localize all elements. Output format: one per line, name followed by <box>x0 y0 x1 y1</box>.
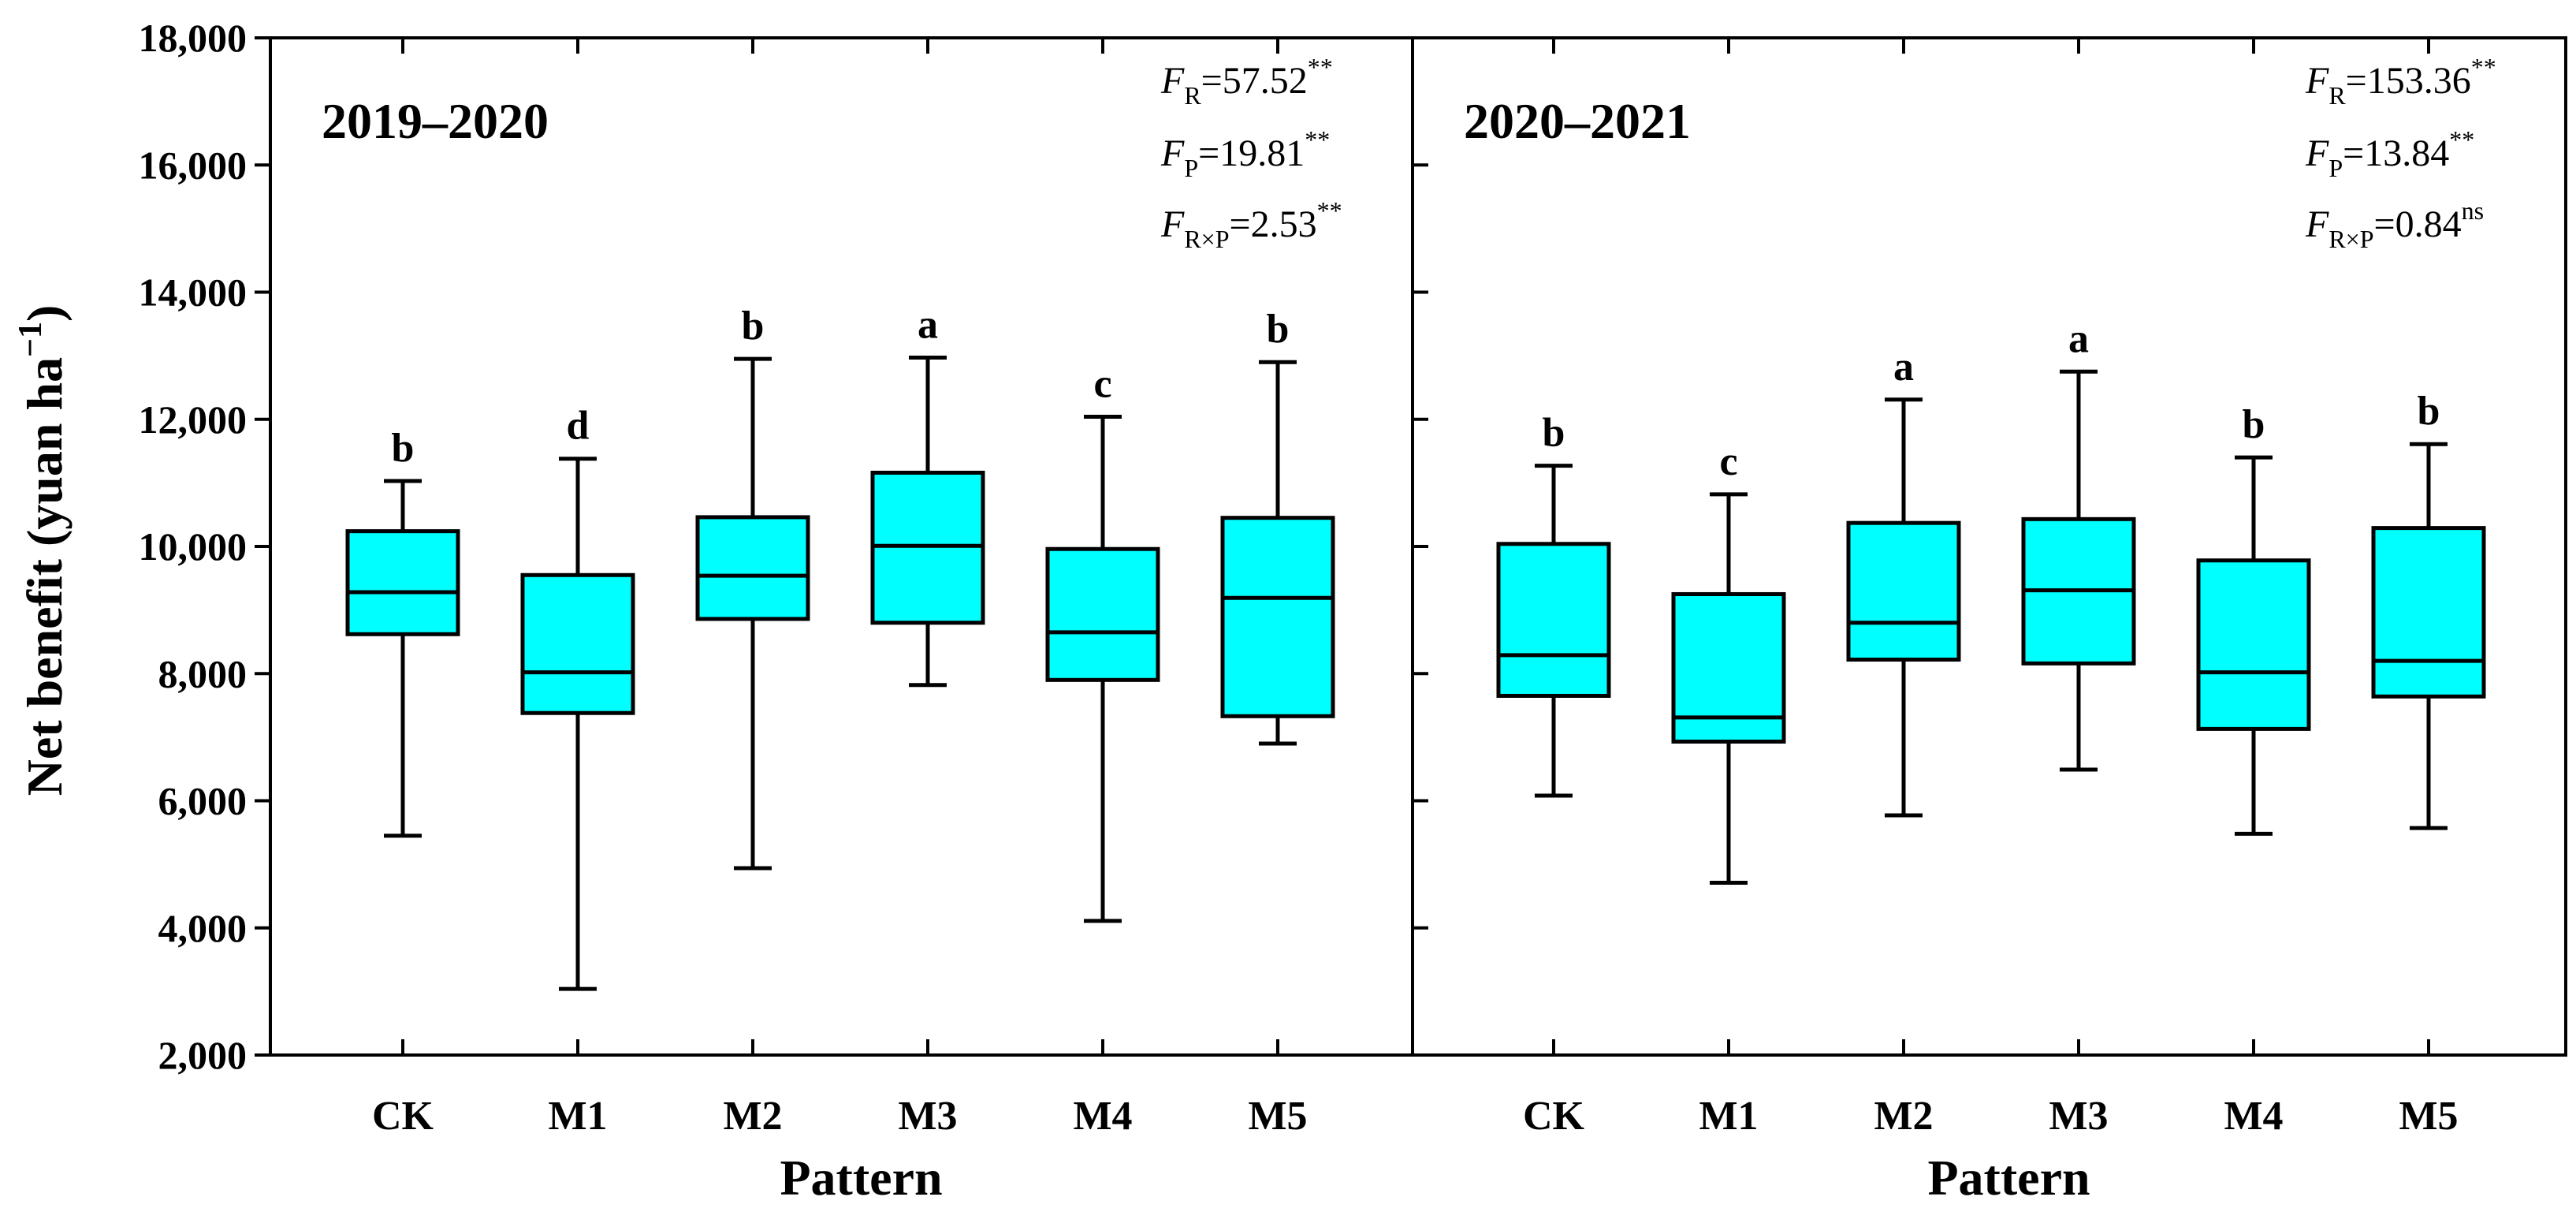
stat-superscript: ns <box>2462 196 2484 225</box>
y-tick-label: 4,000 <box>158 906 248 950</box>
significance-letter: b <box>1543 411 1565 456</box>
panel-1: 2019–2020FR=57.52**FP=19.81**FR×P=2.53**… <box>322 38 1342 1206</box>
stat-line: FR×P=0.84ns <box>2305 196 2484 253</box>
category-label: M3 <box>2049 1094 2108 1139</box>
significance-letter: a <box>1893 345 1914 390</box>
stat-superscript: ** <box>2449 125 2474 154</box>
box-M2 <box>1846 520 1961 662</box>
stat-value: =13.84 <box>2343 132 2449 174</box>
y-axis: 2,000 4,000 6,000 8,000 10,000 12,000 14,000 16… <box>139 16 1428 1077</box>
significance-letter: b <box>2418 389 2440 434</box>
panels: 2019–2020FR=57.52**FP=19.81**FR×P=2.53**… <box>322 38 2496 1206</box>
y-tick-label: 8,000 <box>158 651 248 695</box>
stat-symbol: F <box>1160 203 1185 245</box>
stat-value: =153.36 <box>2346 60 2471 102</box>
category-label: CK <box>1523 1094 1585 1139</box>
panel-title: 2020–2021 <box>1464 93 1691 149</box>
stat-symbol: F <box>2305 60 2329 102</box>
significance-letter: a <box>2068 316 2089 361</box>
y-tick-label: 16,000 <box>139 143 248 187</box>
significance-letter: b <box>1267 307 1290 352</box>
stat-line: FP=19.81** <box>1160 125 1330 182</box>
stat-symbol: F <box>2305 203 2329 245</box>
category-label: M5 <box>1248 1094 1307 1139</box>
significance-letter: a <box>918 303 938 348</box>
stat-value: =2.53 <box>1230 203 1317 245</box>
stat-line: FR=153.36** <box>2305 53 2496 110</box>
stat-subscript: P <box>1184 154 1198 182</box>
y-tick-label: 12,000 <box>139 397 248 442</box>
box-M4 <box>2196 558 2311 731</box>
panel-2: 2020–2021FR=153.36**FP=13.84**FR×P=0.84n… <box>1464 38 2496 1206</box>
y-tick-label: 10,000 <box>139 524 248 569</box>
category-label: M4 <box>2224 1094 2283 1139</box>
significance-letter: c <box>1093 362 1111 407</box>
box-M1 <box>520 572 635 715</box>
category-label: CK <box>372 1094 434 1139</box>
stat-superscript: ** <box>1305 125 1330 154</box>
box-M5 <box>1220 516 1335 718</box>
x-axis-title: Pattern <box>1927 1150 2090 1206</box>
stat-value: =57.52 <box>1201 60 1308 102</box>
panel-title: 2019–2020 <box>322 93 549 149</box>
category-label: M4 <box>1073 1094 1132 1139</box>
significance-letter: b <box>392 426 415 471</box>
stat-subscript: P <box>2328 154 2343 182</box>
y-axis-title-close: ) <box>17 305 73 322</box>
stat-subscript: R×P <box>1184 225 1229 253</box>
y-axis-title-text: Net benefit (yuan ha <box>17 357 73 796</box>
stat-subscript: R×P <box>2328 225 2373 253</box>
box-M4 <box>1045 546 1160 682</box>
stat-superscript: ** <box>1308 53 1333 81</box>
stat-line: FP=13.84** <box>2305 125 2474 182</box>
stat-line: FR=57.52** <box>1160 53 1333 110</box>
stat-symbol: F <box>1160 132 1185 174</box>
y-tick-label: 18,000 <box>139 16 248 60</box>
significance-letter: c <box>1719 439 1737 484</box>
stat-superscript: ** <box>2471 53 2496 81</box>
box-CK <box>345 529 460 636</box>
y-tick-label: 2,000 <box>158 1033 248 1077</box>
stat-symbol: F <box>2305 132 2329 174</box>
box-M5 <box>2371 526 2486 699</box>
significance-letter: b <box>2243 402 2265 447</box>
y-axis-title: Net benefit (yuan ha−1) <box>13 305 73 796</box>
significance-letter: d <box>567 404 590 449</box>
category-label: M3 <box>898 1094 957 1139</box>
y-axis-title-superscript: −1 <box>13 322 49 357</box>
box-M1 <box>1671 591 1786 744</box>
category-label: M1 <box>548 1094 607 1139</box>
stat-symbol: F <box>1160 60 1185 102</box>
category-label: M2 <box>723 1094 782 1139</box>
stat-line: FR×P=2.53** <box>1160 196 1342 253</box>
box-M2 <box>695 515 810 621</box>
stat-value: =19.81 <box>1198 132 1305 174</box>
category-label: M5 <box>2399 1094 2458 1139</box>
category-label: M1 <box>1699 1094 1758 1139</box>
category-label: M2 <box>1874 1094 1933 1139</box>
stat-value: =0.84 <box>2374 203 2462 245</box>
y-tick-label: 6,000 <box>158 779 248 823</box>
stat-superscript: ** <box>1317 196 1342 225</box>
significance-letter: b <box>742 304 765 349</box>
x-axis-title: Pattern <box>780 1150 942 1206</box>
y-tick-label: 14,000 <box>139 270 248 315</box>
box-CK <box>1496 542 1611 698</box>
stat-subscript: R <box>2328 81 2346 110</box>
stat-subscript: R <box>1184 81 1201 110</box>
